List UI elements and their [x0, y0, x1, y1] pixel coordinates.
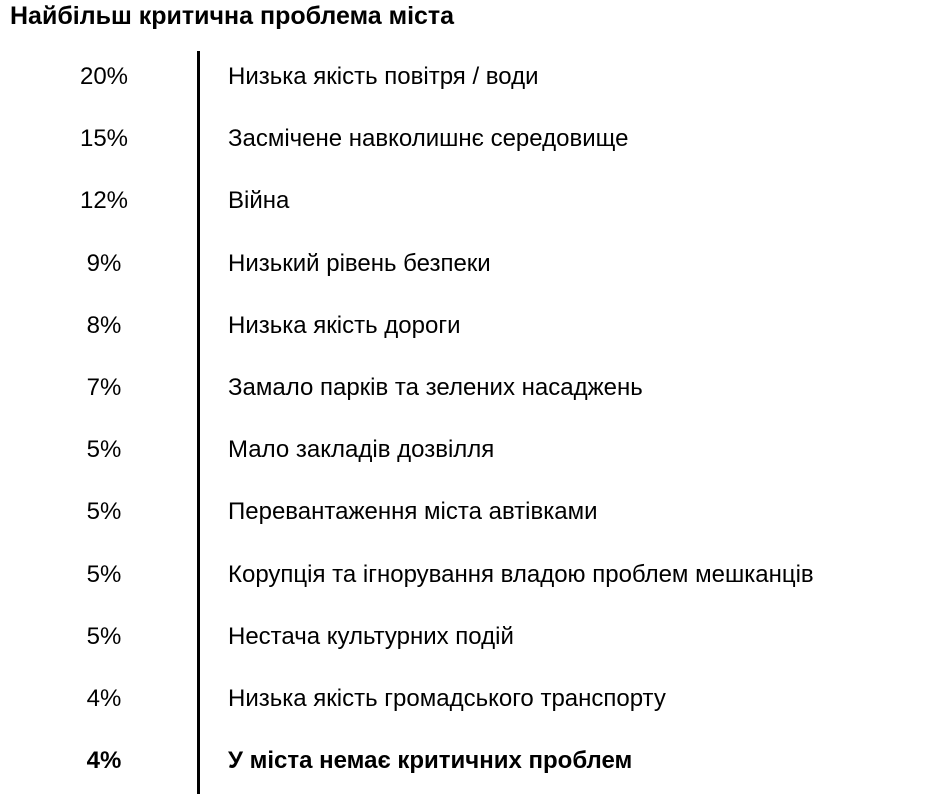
percent-value: 4% — [86, 684, 122, 712]
percent-value: 20% — [79, 63, 129, 90]
percent-value: 4% — [86, 747, 122, 775]
page-title: Найбільш критична проблема міста — [10, 2, 455, 30]
list-item: 5% Корупція та ігнорування владою пробле… — [0, 546, 939, 608]
percent-value: 5% — [86, 622, 122, 650]
percent-value: 9% — [86, 249, 122, 277]
problem-label: Замало парків та зелених насаджень — [228, 373, 643, 401]
list-item: 12% Війна — [0, 172, 939, 234]
percent-value: 5% — [86, 498, 122, 526]
problem-label: Нестача культурних подій — [228, 622, 514, 650]
percent-value: 12% — [79, 187, 129, 215]
problem-label: Війна — [228, 187, 290, 215]
percent-value: 7% — [86, 373, 122, 401]
list-item: 9% Низький рівень безпеки — [0, 235, 939, 297]
problem-label: Низька якість дороги — [228, 311, 461, 339]
percent-value: 15% — [79, 125, 129, 153]
problem-label: Низька якість повітря / води — [228, 63, 539, 90]
percent-value: 8% — [86, 311, 122, 339]
problem-label: Корупція та ігнорування владою проблем м… — [228, 560, 814, 588]
problem-label: Низький рівень безпеки — [228, 249, 491, 277]
list-item: 8% Низька якість дороги — [0, 297, 939, 359]
list-item: 7% Замало парків та зелених насаджень — [0, 359, 939, 421]
list-item: 5% Нестача культурних подій — [0, 608, 939, 670]
problem-label: Низька якість громадського транспорту — [228, 684, 666, 712]
problem-label: У міста немає критичних проблем — [228, 747, 633, 775]
percent-value: 5% — [86, 436, 122, 464]
problem-list: 20% Низька якість повітря / води 15% Зас… — [0, 48, 939, 794]
list-item: 15% Засмічене навколишнє середовище — [0, 110, 939, 172]
list-item: 5% Мало закладів дозвілля — [0, 421, 939, 483]
problem-label: Мало закладів дозвілля — [228, 436, 495, 464]
problem-label: Засмічене навколишнє середовище — [228, 125, 629, 153]
list-item: 20% Низька якість повітря / води — [0, 48, 939, 110]
list-item-highlighted: 4% У міста немає критичних проблем — [0, 732, 939, 794]
list-item: 4% Низька якість громадського транспорту — [0, 670, 939, 732]
vertical-divider — [197, 51, 200, 794]
percent-value: 5% — [86, 560, 122, 588]
problem-label: Перевантаження міста автівками — [228, 498, 598, 526]
list-item: 5% Перевантаження міста автівками — [0, 483, 939, 545]
